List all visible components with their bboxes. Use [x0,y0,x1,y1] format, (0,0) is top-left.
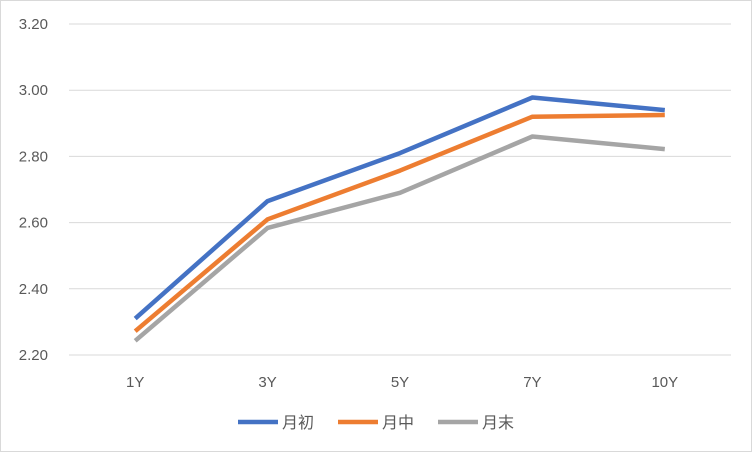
x-tick-label: 3Y [258,374,276,391]
legend-label: 月末 [482,413,514,432]
y-tick-label: 3.20 [19,16,48,33]
legend: 月初 月中 月末 [238,413,514,432]
legend-label: 月初 [282,413,314,432]
x-tick-label: 10Y [651,374,678,391]
x-tick-label: 1Y [126,374,144,391]
x-axis-tick-labels: 1Y 3Y 5Y 7Y 10Y [126,374,678,391]
legend-label: 月中 [382,413,414,432]
y-tick-label: 3.00 [19,82,48,99]
y-tick-label: 2.40 [19,281,48,298]
x-tick-label: 5Y [391,374,409,391]
series-line [133,95,666,321]
y-tick-label: 2.20 [19,347,48,364]
series-lines [133,95,666,343]
x-tick-label: 7Y [523,374,541,391]
series-line [133,134,666,343]
series-line [133,112,665,333]
gridlines [69,23,731,356]
y-tick-label: 2.80 [19,148,48,165]
y-tick-label: 2.60 [19,215,48,232]
y-axis-tick-labels: 2.20 2.40 2.60 2.80 3.00 3.20 [19,16,48,364]
